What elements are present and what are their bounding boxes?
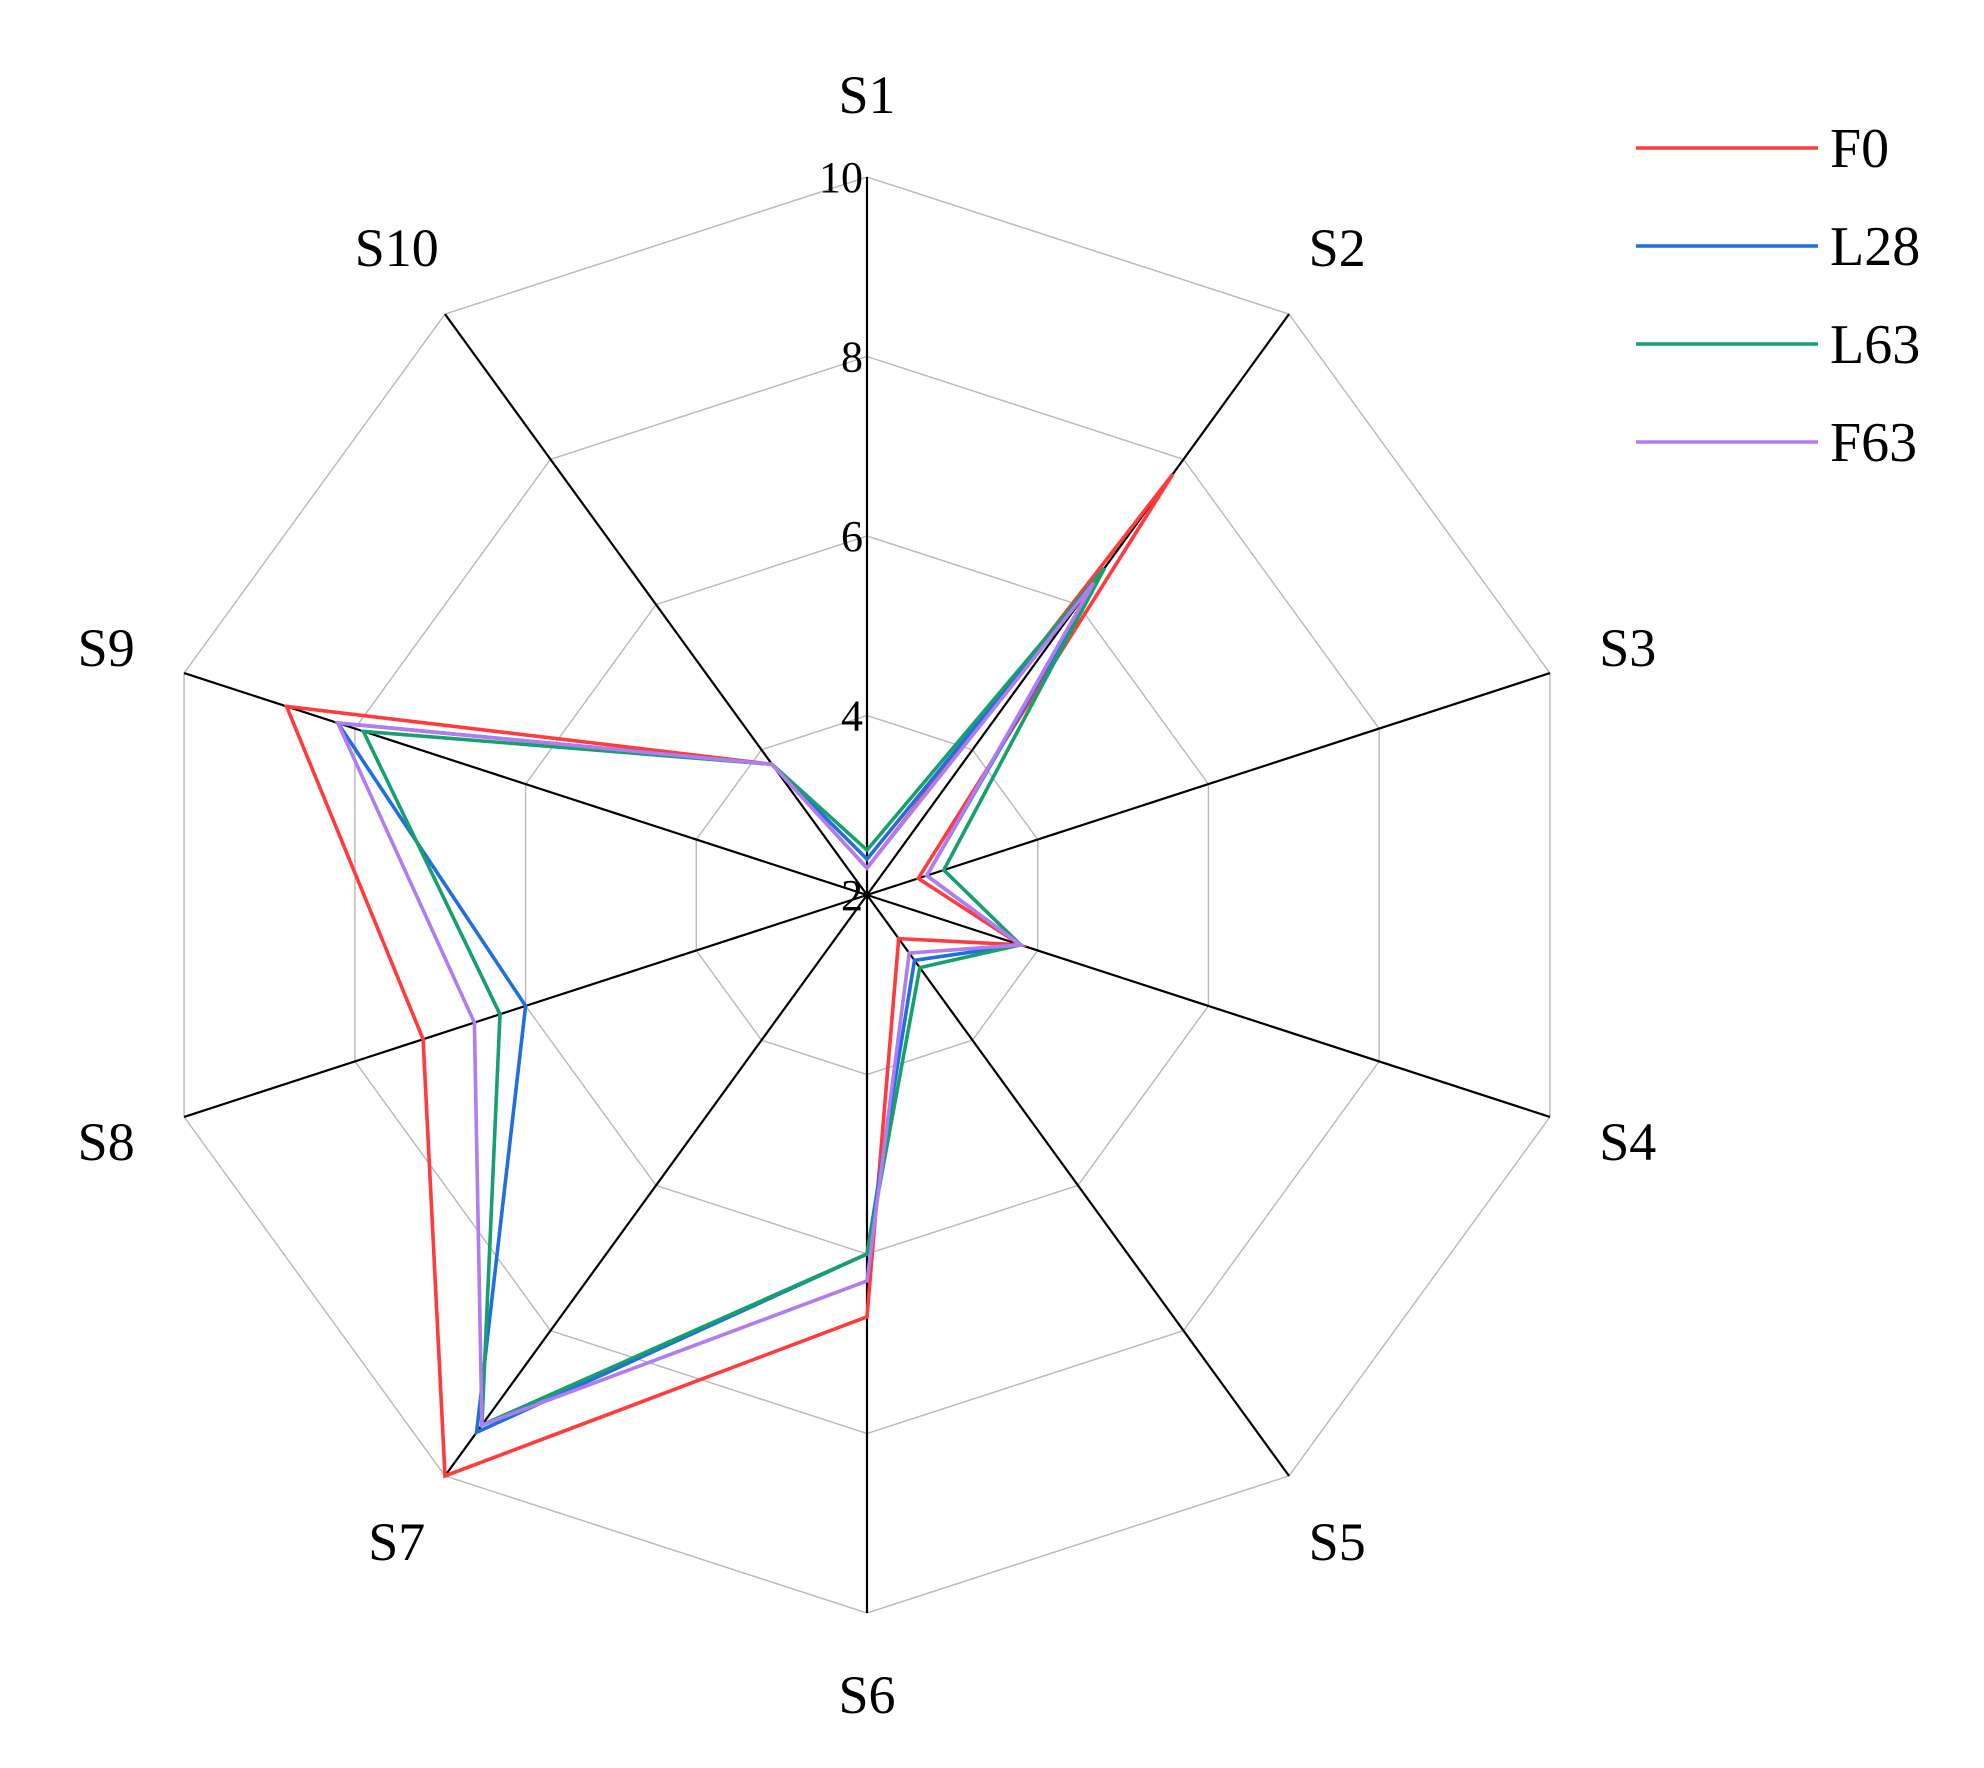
category-label-s8: S8 xyxy=(78,1112,135,1172)
legend-label-f0: F0 xyxy=(1830,118,1889,180)
category-label-s5: S5 xyxy=(1309,1512,1366,1572)
spoke-s5 xyxy=(866,894,1290,1477)
series-f63 xyxy=(334,581,1096,1428)
category-label-s2: S2 xyxy=(1309,218,1366,278)
category-labels: S1 S2 S3 S4 S5 S6 S7 S8 S9 S10 xyxy=(78,65,1657,1725)
category-label-s4: S4 xyxy=(1599,1112,1656,1172)
tick-label-6: 6 xyxy=(841,512,863,561)
data-series xyxy=(283,472,1175,1479)
tick-label-4: 4 xyxy=(841,692,863,741)
category-label-s1: S1 xyxy=(838,65,895,125)
tick-label-2: 2 xyxy=(841,871,863,920)
series-l63 xyxy=(360,567,1106,1428)
category-label-s10: S10 xyxy=(355,218,439,278)
category-label-s3: S3 xyxy=(1599,618,1656,678)
spoke-s3 xyxy=(866,672,1551,897)
legend-label-l28: L28 xyxy=(1830,216,1920,278)
category-label-s7: S7 xyxy=(368,1512,425,1572)
category-label-s9: S9 xyxy=(78,618,135,678)
legend: F0 L28 L63 F63 xyxy=(1636,118,1920,474)
tick-label-10: 10 xyxy=(819,153,863,202)
series-f0 xyxy=(283,472,1175,1479)
legend-label-f63: F63 xyxy=(1830,412,1917,474)
spoke-s10 xyxy=(444,313,868,896)
spoke-s9 xyxy=(183,672,868,897)
spoke-s4 xyxy=(866,893,1551,1118)
series-l28 xyxy=(334,567,1106,1436)
legend-label-l63: L63 xyxy=(1830,314,1920,376)
tick-label-8: 8 xyxy=(841,333,863,382)
radar-spokes xyxy=(183,177,1551,1613)
category-label-s6: S6 xyxy=(838,1665,895,1725)
spoke-s7 xyxy=(444,894,868,1477)
radial-tick-labels: 2 4 6 8 10 xyxy=(819,153,863,920)
